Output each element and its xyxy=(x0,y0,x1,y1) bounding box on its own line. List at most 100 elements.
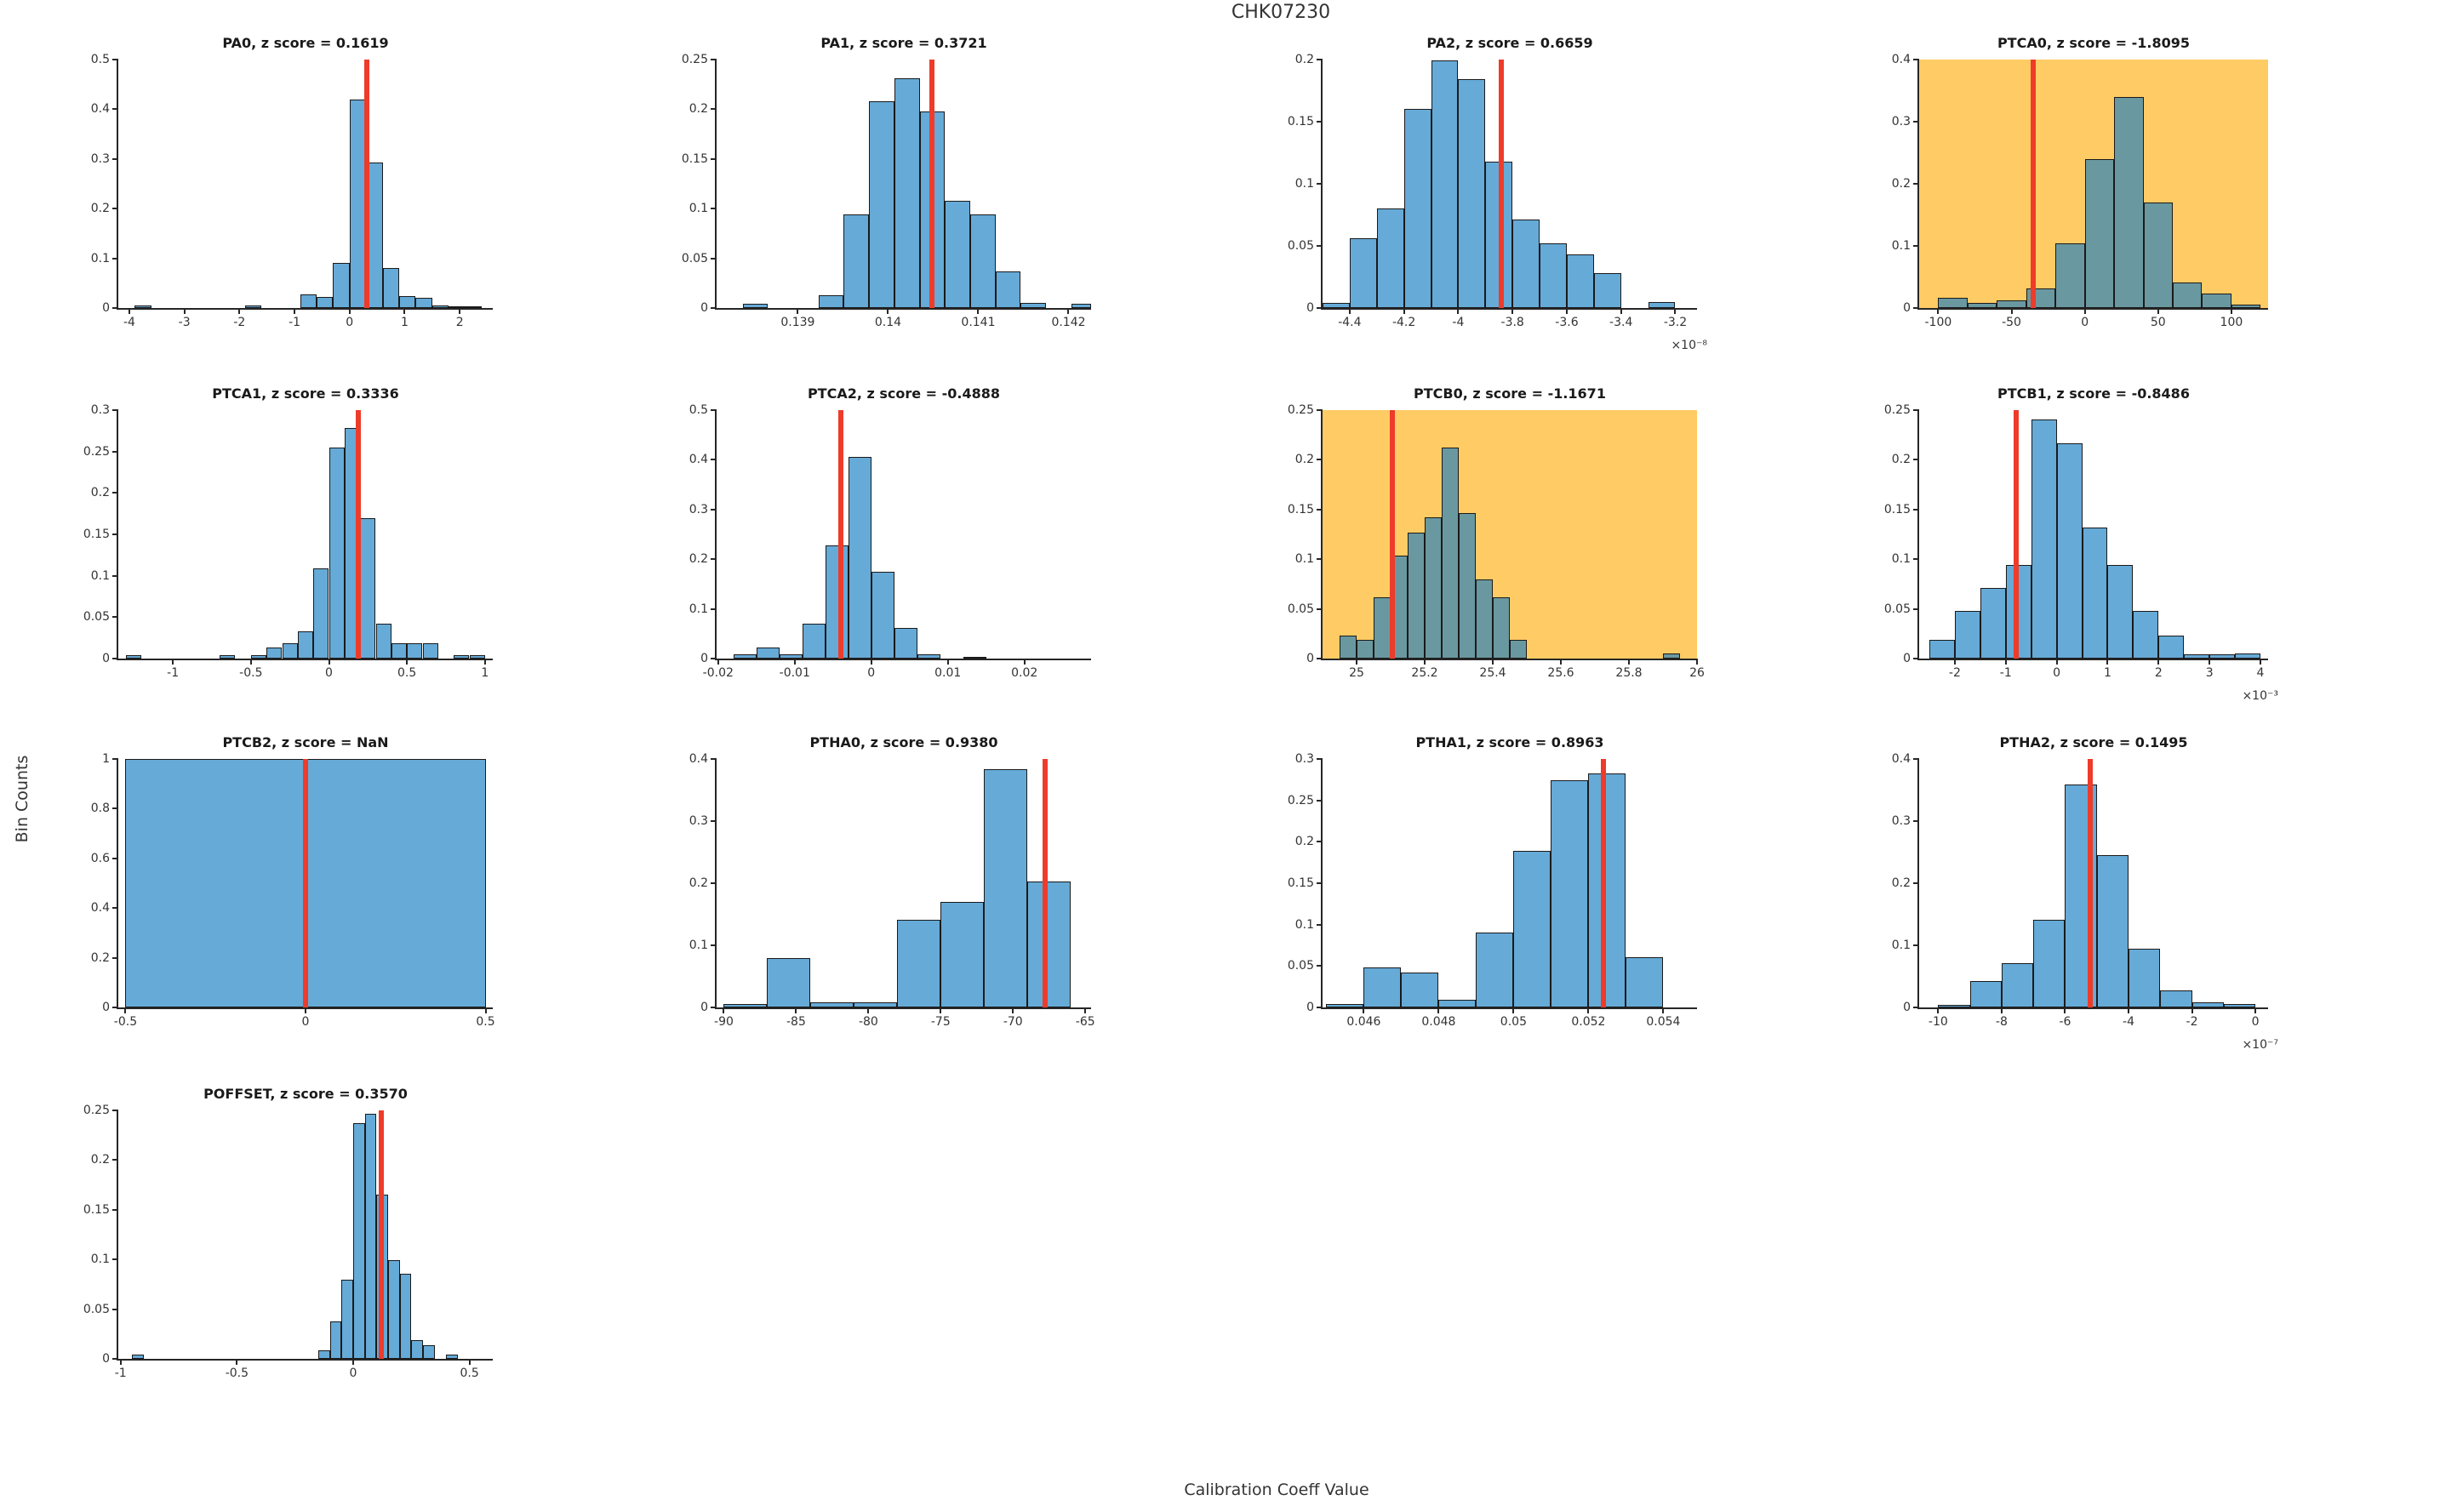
x-tick-label: 0 xyxy=(2081,316,2089,329)
x-tick-label: 2 xyxy=(455,316,464,329)
histogram-bar xyxy=(2160,990,2192,1007)
y-tick-label: 0.15 xyxy=(83,1202,110,1217)
x-tick-mark xyxy=(1511,308,1514,314)
histogram-bar xyxy=(1510,639,1527,659)
histogram-bar xyxy=(415,298,432,308)
y-tick-label: 0.2 xyxy=(90,202,110,216)
subplot-title: PTCA0, z score = -1.8095 xyxy=(1997,35,2191,51)
y-tick-label: 0.2 xyxy=(1294,53,1314,66)
histogram-bar xyxy=(2033,920,2066,1007)
x-tick-label: 1 xyxy=(481,666,489,680)
histogram-bar xyxy=(854,1002,898,1007)
x-tick-label: 0.01 xyxy=(934,666,962,680)
x-tick-mark xyxy=(348,308,351,314)
x-tick-label: 100 xyxy=(2220,316,2243,329)
x-tick-mark xyxy=(795,1007,797,1013)
y-tick-label: 0 xyxy=(102,652,110,665)
y-tick-mark xyxy=(1317,508,1323,511)
x-tick-label: -4 xyxy=(1452,316,1465,329)
x-tick-mark xyxy=(940,1007,942,1013)
y-tick-mark xyxy=(112,1308,118,1310)
x-tick-mark xyxy=(352,1359,355,1365)
x-tick-mark xyxy=(1565,308,1568,314)
y-tick-label: 0.25 xyxy=(83,444,110,459)
x-tick-mark xyxy=(2128,1007,2129,1013)
histogram-bar xyxy=(802,624,826,659)
subplot-ptcb1: PTCB1, z score = -0.8486 0 0.05 0.1 0.15 0.2 0… xyxy=(1884,385,2278,703)
x-tick-label: -100 xyxy=(1924,316,1952,329)
y-tick-label: 0.05 xyxy=(83,610,110,625)
histogram-bar xyxy=(1027,881,1071,1007)
y-tick-mark xyxy=(1317,558,1323,561)
y-tick-label: 0 xyxy=(1903,301,1911,315)
x-tick-mark xyxy=(2004,659,2007,665)
y-tick-label: 0.4 xyxy=(90,901,110,916)
y-tick-label: 0.05 xyxy=(1883,602,1911,616)
y-tick-label: 0 xyxy=(1903,1001,1911,1014)
histogram-bar xyxy=(818,294,844,308)
y-tick-label: 0.3 xyxy=(1891,115,1911,128)
histogram-bar xyxy=(1626,956,1664,1007)
y-tick-mark xyxy=(1913,508,1919,511)
histogram-bar xyxy=(244,305,262,308)
x-tick-label: 0 xyxy=(867,666,876,680)
x-tick-label: -1 xyxy=(167,666,180,680)
x-tick-label: 1 xyxy=(2103,666,2111,680)
histogram-bar xyxy=(1493,596,1510,659)
subplot-title: PTHA2, z score = 0.1495 xyxy=(1999,734,2188,750)
histogram-bar xyxy=(1442,448,1459,659)
y-tick-label: 0.1 xyxy=(1891,552,1911,567)
y-tick-label: 0.05 xyxy=(1287,239,1314,253)
y-tick-label: 0.1 xyxy=(689,202,708,216)
subplot-ptcb0: PTCB0, z score = -1.1671 0 0.05 0.1 0.15 0.2 0… xyxy=(1288,385,1705,680)
y-tick-label: 0.6 xyxy=(90,851,110,865)
x-tick-label: -2 xyxy=(2186,1015,2198,1029)
x-tick-label: 3 xyxy=(2205,666,2214,680)
y-tick-label: 0.1 xyxy=(1294,177,1314,191)
histogram-bar xyxy=(1551,780,1589,1007)
y-tick-label: 0.1 xyxy=(1891,239,1911,253)
y-tick-mark xyxy=(711,208,717,210)
x-tick-mark xyxy=(294,308,296,314)
x-tick-mark xyxy=(2106,659,2109,665)
histogram-bar xyxy=(1954,610,1980,659)
y-tick-mark xyxy=(112,257,118,260)
histogram-bar xyxy=(2107,565,2134,659)
x-tick-mark xyxy=(2260,659,2262,665)
histogram-bar xyxy=(431,305,449,308)
y-tick-mark xyxy=(112,758,118,760)
x-tick-label: -3.2 xyxy=(1663,316,1688,329)
x-tick-label: -80 xyxy=(858,1015,878,1029)
y-tick-label: 0 xyxy=(1903,652,1911,665)
x-tick-label: -0.01 xyxy=(779,666,810,680)
histogram-bar xyxy=(1425,517,1442,659)
subplot-title: PTCA2, z score = -0.4888 xyxy=(807,385,1001,402)
histogram-bar xyxy=(1376,208,1404,308)
z-score-marker-line xyxy=(929,60,935,308)
subplot-pa1: PA1, z score = 0.3721 0 0.05 0.1 0.15 0.2 0.25… xyxy=(682,35,1091,329)
subplot-title: PTHA0, z score = 0.9380 xyxy=(809,734,998,750)
histogram-bar xyxy=(382,268,399,308)
histogram-bar xyxy=(2184,654,2210,659)
histogram-bar xyxy=(353,1123,365,1359)
histogram-bar xyxy=(360,517,376,659)
histogram-bar xyxy=(423,1344,435,1359)
y-tick-label: 0.1 xyxy=(689,939,708,952)
x-tick-mark xyxy=(1953,659,1956,665)
y-tick-label: 0.15 xyxy=(1287,502,1314,516)
histogram-bar xyxy=(300,294,317,308)
y-tick-label: 0.4 xyxy=(1891,53,1911,66)
y-tick-label: 0.4 xyxy=(689,453,708,467)
histogram-bar xyxy=(1997,300,2026,308)
histogram-bar xyxy=(407,643,423,659)
x-axis-label: Calibration Coeff Value xyxy=(1184,1481,1369,1499)
y-tick-mark xyxy=(1913,558,1919,561)
figure-title: CHK07230 xyxy=(1231,2,1331,23)
histogram-bar xyxy=(313,568,329,659)
y-tick-mark xyxy=(112,658,118,659)
y-tick-mark xyxy=(711,608,717,610)
x-tick-label: -8 xyxy=(1995,1015,2008,1029)
y-tick-mark xyxy=(112,409,118,411)
y-tick-mark xyxy=(112,907,118,910)
x-tick-label: 25.4 xyxy=(1479,666,1506,680)
